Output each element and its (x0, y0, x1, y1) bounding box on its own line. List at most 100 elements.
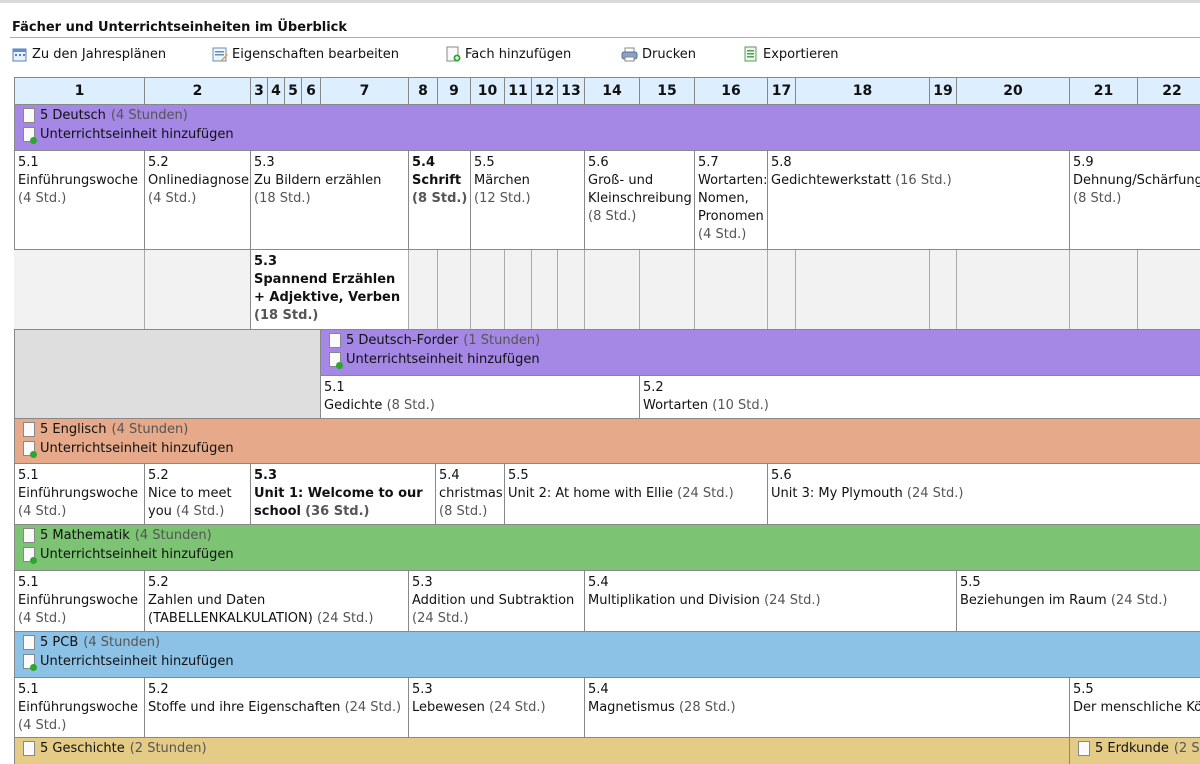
unit-cell[interactable]: 5.9 Dehnung/Schärfung (8 Std.) (1069, 151, 1200, 249)
unit-cell[interactable]: 5.2 Wortarten (10 Std.) (639, 376, 1200, 418)
week-gridline (470, 250, 471, 329)
unit-cell[interactable]: 5.1 Einführungswoche (4 Std.) (14, 151, 145, 249)
unit-title: christmas (439, 486, 503, 501)
unit-cell[interactable]: 5.7 Wortarten: Nomen, Pronomen (4 Std.) (694, 151, 768, 249)
unit-number: 5.3 (254, 468, 278, 483)
unit-hours: (4 Std.) (18, 191, 67, 206)
unit-cell[interactable]: 5.5 Märchen (12 Std.) (470, 151, 585, 249)
unit-cell[interactable]: 5.4 Schrift (8 Std.) (408, 151, 471, 249)
unit-hours: (8 Std.) (412, 191, 468, 206)
unit-cell[interactable]: 5.1 Einführungswoche (4 Std.) (14, 464, 145, 524)
unit-cell[interactable]: 5.2 Nice to meet you (4 Std.) (144, 464, 251, 524)
unit-cell[interactable]: 5.3 Lebewesen (24 Std.) (408, 678, 585, 737)
week-gridline (408, 250, 409, 329)
subject-title[interactable]: 5 Erdkunde (2 Stunden) (1078, 741, 1200, 756)
week-gridline (1137, 250, 1138, 329)
annual-plans-button[interactable]: Zu den Jahresplänen (12, 46, 166, 62)
add-unit-link[interactable]: Unterrichtseinheit hinzufügen (23, 441, 234, 458)
unit-cell[interactable]: 5.2 Stoffe und ihre Eigenschaften (24 Std… (144, 678, 409, 737)
subject-title[interactable]: 5 Geschichte (2 Stunden) (23, 741, 207, 756)
unit-cell[interactable]: 5.3 Spannend Erzählen + Adjektive, Verben… (250, 250, 409, 329)
subject-band-mathematik[interactable]: 5 Mathematik (4 Stunden) Unterrichtseinh… (14, 525, 1200, 571)
unit-title: Stoffe und ihre Eigenschaften (148, 700, 341, 715)
add-unit-icon (23, 127, 37, 144)
unit-number: 5.3 (412, 682, 433, 697)
add-unit-icon (23, 441, 37, 458)
unit-cell[interactable]: 5.1 Einführungswoche (4 Std.) (14, 678, 145, 737)
unit-number: 5.1 (324, 380, 345, 395)
subject-title[interactable]: 5 PCB (4 Stunden) (23, 635, 160, 650)
unit-cell[interactable]: 5.2 Zahlen und Daten (TABELLENKALKULATION… (144, 571, 409, 631)
print-button[interactable]: Drucken (621, 46, 696, 62)
unit-number: 5.2 (148, 575, 169, 590)
document-icon (1078, 741, 1090, 756)
add-unit-label: Unterrichtseinheit hinzufügen (346, 352, 540, 367)
unit-cell[interactable]: 5.4 christmas (8 Std.) (435, 464, 505, 524)
subject-name: 5 PCB (40, 635, 79, 650)
unit-cell[interactable]: 5.6 Unit 3: My Plymouth (24 Std.) (767, 464, 1200, 524)
week-header: 22 (1137, 77, 1200, 105)
unit-cell[interactable]: 5.3 Addition und Subtraktion (24 Std.) (408, 571, 585, 631)
unit-number: 5.4 (588, 575, 609, 590)
edit-properties-button[interactable]: Eigenschaften bearbeiten (212, 46, 399, 62)
unit-hours: (16 Std.) (895, 173, 952, 188)
unit-number: 5.5 (474, 155, 495, 170)
edit-properties-label: Eigenschaften bearbeiten (232, 46, 400, 62)
unit-row-deutsch: 5.1 Einführungswoche (4 Std.) 5.2 Onlinedia… (14, 151, 1200, 250)
subject-band-pcb[interactable]: 5 PCB (4 Stunden) Unterrichtseinheit hin… (14, 632, 1200, 678)
unit-title: Einführungswoche (18, 173, 138, 188)
export-button[interactable]: Exportieren (743, 46, 838, 62)
unit-cell[interactable]: 5.8 Gedichtewerkstatt (16 Std.) (767, 151, 1070, 249)
unit-title: Schrift (412, 173, 462, 188)
unit-cell[interactable]: 5.5 Beziehungen im Raum (24 Std.) (956, 571, 1200, 631)
subject-band-erdkunde[interactable]: 5 Erdkunde (2 Stunden) (1069, 738, 1200, 764)
unit-cell[interactable]: 5.1 Gedichte (8 Std.) (320, 376, 640, 418)
unit-cell[interactable]: 5.4 Magnetismus (28 Std.) (584, 678, 1070, 737)
subject-name: 5 Deutsch-Forder (346, 333, 459, 348)
add-unit-link[interactable]: Unterrichtseinheit hinzufügen (23, 654, 234, 671)
subject-title[interactable]: 5 Deutsch-Forder (1 Stunden) (329, 333, 540, 348)
unit-number: 5.3 (412, 575, 433, 590)
unit-cell[interactable]: 5.4 Multiplikation und Division (24 Std.) (584, 571, 957, 631)
unit-cell[interactable]: 5.5 Unit 2: At home with Ellie (24 Std.) (504, 464, 768, 524)
week-header: 13 (557, 77, 585, 105)
week-header: 21 (1069, 77, 1138, 105)
document-icon (23, 741, 35, 756)
subject-band-deutsch[interactable]: 5 Deutsch (4 Stunden) Unterrichtseinheit… (14, 105, 1200, 151)
unit-number: 5.3 (254, 254, 278, 269)
unit-number: 5.1 (18, 575, 39, 590)
add-unit-link[interactable]: Unterrichtseinheit hinzufügen (329, 352, 540, 369)
add-subject-label: Fach hinzufügen (465, 46, 572, 62)
print-label: Drucken (642, 46, 697, 62)
week-header: 5 (284, 77, 302, 105)
subject-title[interactable]: 5 Mathematik (4 Stunden) (23, 528, 212, 543)
subject-title[interactable]: 5 Deutsch (4 Stunden) (23, 108, 188, 123)
overview-grid: 1 2 3 4 5 6 7 8 9 10 11 12 13 14 15 16 1… (14, 77, 1200, 764)
unit-title: Lebewesen (412, 700, 485, 715)
unit-row-pcb: 5.1 Einführungswoche (4 Std.) 5.2 Stoffe un… (14, 678, 1200, 738)
subject-band-geschichte[interactable]: 5 Geschichte (2 Stunden) (14, 738, 1070, 764)
unit-cell[interactable]: 5.2 Onlinediagnose (4 Std.) (144, 151, 251, 249)
unit-cell[interactable]: 5.3 Unit 1: Welcome to our school (36 Std… (250, 464, 436, 524)
week-header: 1 (14, 77, 145, 105)
unit-cell[interactable]: 5.6 Groß- und Kleinschreibung (8 Std.) (584, 151, 695, 249)
add-unit-link[interactable]: Unterrichtseinheit hinzufügen (23, 547, 234, 564)
subject-hours: (4 Stunden) (83, 635, 161, 650)
subject-band-deutsch-forder[interactable]: 5 Deutsch-Forder (1 Stunden) Unterrichts… (320, 330, 1200, 376)
add-unit-icon (23, 654, 37, 671)
unit-number: 5.4 (439, 468, 460, 483)
unit-hours: (4 Std.) (18, 611, 67, 626)
add-unit-link[interactable]: Unterrichtseinheit hinzufügen (23, 127, 234, 144)
unit-cell[interactable]: 5.5 Der menschliche Körper (1069, 678, 1200, 737)
subject-title[interactable]: 5 Englisch (4 Stunden) (23, 422, 188, 437)
add-subject-button[interactable]: Fach hinzufügen (445, 46, 571, 62)
unit-cell[interactable]: 5.3 Zu Bildern erzählen (18 Std.) (250, 151, 409, 249)
subject-name: 5 Englisch (40, 422, 107, 437)
subject-hours: (2 Stunden) (1173, 741, 1200, 756)
document-icon (23, 528, 35, 543)
unit-title: Unit 2: At home with Ellie (508, 486, 674, 501)
unit-cell[interactable]: 5.1 Einführungswoche (4 Std.) (14, 571, 145, 631)
unit-hours: (12 Std.) (474, 191, 531, 206)
subject-band-englisch[interactable]: 5 Englisch (4 Stunden) Unterrichtseinhei… (14, 419, 1200, 464)
week-header: 3 (250, 77, 268, 105)
